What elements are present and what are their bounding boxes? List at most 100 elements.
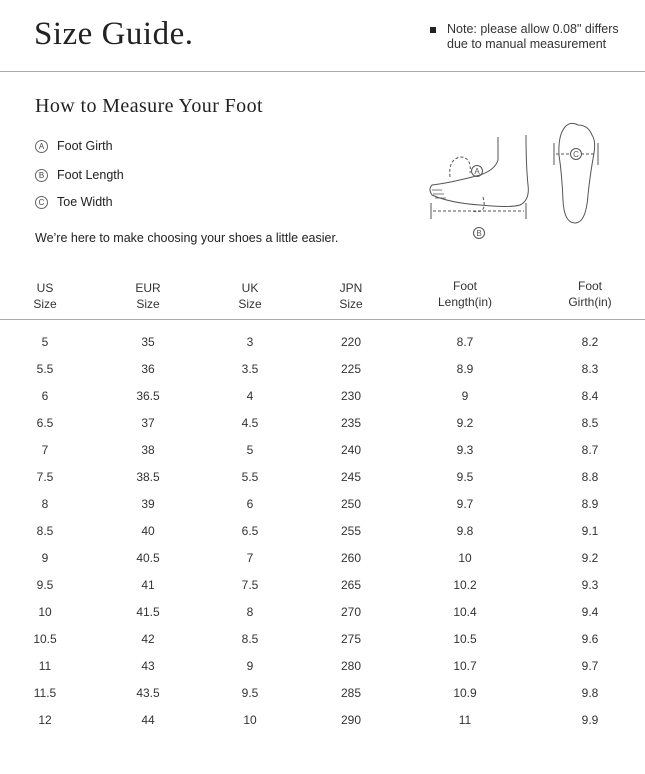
measurement-note: Note: please allow 0.08" differs due to …: [430, 22, 627, 52]
page-title: Size Guide.: [34, 16, 194, 52]
table-cell: 11: [458, 713, 472, 727]
marker-a: A: [474, 167, 480, 176]
table-cell: 240: [340, 443, 362, 457]
table-cell: 8.5: [36, 524, 54, 538]
table-cell: 43: [141, 659, 155, 673]
table-cell: 9.3: [456, 443, 474, 457]
table-cell: 37: [141, 416, 155, 430]
table-cell: 8.5: [581, 416, 599, 430]
table-cell: 235: [340, 416, 362, 430]
header-line: Size: [238, 297, 262, 311]
table-cell: 9: [461, 389, 469, 403]
table-cell: 9.7: [456, 497, 474, 511]
header-line: Girth(in): [568, 295, 612, 309]
column-header: Foot Girth(in): [545, 278, 635, 310]
table-cell: 9.4: [581, 605, 599, 619]
table-cell: 10.5: [453, 632, 477, 646]
table-cell: 7.5: [241, 578, 259, 592]
column-header: JPN Size: [306, 280, 396, 312]
side-foot-outline: [429, 134, 529, 207]
table-cell: 8: [41, 497, 49, 511]
table-cell: 9.8: [456, 524, 474, 538]
table-cell: 290: [340, 713, 362, 727]
table-cell: 10: [38, 605, 52, 619]
table-cell: 4: [246, 389, 254, 403]
table-cell: 9.9: [581, 713, 599, 727]
table-cell: 225: [340, 362, 362, 376]
header-line: UK: [241, 281, 259, 295]
table-header-divider: [0, 319, 645, 320]
table-cell: 6: [41, 389, 49, 403]
table-cell: 9.5: [241, 686, 259, 700]
table-cell: 40: [141, 524, 155, 538]
column-header: EUR Size: [103, 280, 193, 312]
table-cell: 36.5: [136, 389, 160, 403]
measure-label: Foot Girth: [57, 139, 113, 153]
table-cell: 9.5: [36, 578, 54, 592]
table-cell: 10.9: [453, 686, 477, 700]
table-cell: 44: [141, 713, 155, 727]
table-cell: 3: [246, 335, 254, 349]
table-cell: 10.2: [453, 578, 477, 592]
table-cell: 10: [243, 713, 257, 727]
table-cell: 9.5: [456, 470, 474, 484]
table-cell: 12: [38, 713, 52, 727]
table-cell: 220: [340, 335, 362, 349]
table-cell: 11: [38, 659, 52, 673]
table-cell: 9: [246, 659, 254, 673]
measure-item-length: B Foot Length: [35, 168, 124, 182]
bullet-icon: [430, 27, 436, 33]
table-cell: 7.5: [36, 470, 54, 484]
table-cell: 8.3: [581, 362, 599, 376]
marker-c: C: [35, 195, 48, 209]
table-cell: 9.8: [581, 686, 599, 700]
foot-diagram: A B C: [429, 122, 599, 239]
header-line: Length(in): [437, 295, 493, 309]
table-cell: 5.5: [36, 362, 54, 376]
table-cell: 9.1: [581, 524, 599, 538]
girth-dash: [449, 156, 471, 178]
header-line: Size: [136, 297, 160, 311]
measure-label: Toe Width: [57, 195, 113, 209]
table-cell: 8.9: [581, 497, 599, 511]
table-cell: 8.7: [581, 443, 599, 457]
table-cell: 40.5: [136, 551, 160, 565]
table-cell: 8.5: [241, 632, 259, 646]
header-line: Size: [33, 297, 57, 311]
divider: [0, 71, 645, 72]
marker-c: C: [573, 150, 579, 159]
table-cell: 36: [141, 362, 155, 376]
table-cell: 8.4: [581, 389, 599, 403]
table-cell: 280: [340, 659, 362, 673]
table-cell: 39: [141, 497, 155, 511]
table-cell: 3.5: [241, 362, 259, 376]
table-cell: 270: [340, 605, 362, 619]
intro-text: We’re here to make choosing your shoes a…: [35, 231, 339, 245]
measure-item-girth: A Foot Girth: [35, 139, 113, 153]
marker-b: B: [35, 168, 48, 182]
table-cell: 7: [246, 551, 254, 565]
table-cell: 8.8: [581, 470, 599, 484]
header-line: US: [36, 281, 54, 295]
marker-a: A: [35, 139, 48, 153]
table-cell: 255: [340, 524, 362, 538]
table-cell: 42: [141, 632, 155, 646]
table-cell: 265: [340, 578, 362, 592]
column-header: UK Size: [205, 280, 295, 312]
table-cell: 5: [246, 443, 254, 457]
table-cell: 9: [41, 551, 49, 565]
measure-item-toe-width: C Toe Width: [35, 195, 113, 209]
table-cell: 10.7: [453, 659, 477, 673]
table-cell: 250: [340, 497, 362, 511]
table-cell: 230: [340, 389, 362, 403]
table-cell: 43.5: [136, 686, 160, 700]
header-line: Foot: [577, 279, 602, 293]
table-cell: 7: [41, 443, 49, 457]
section-title: How to Measure Your Foot: [35, 95, 263, 117]
table-cell: 10: [458, 551, 472, 565]
header-line: JPN: [339, 281, 363, 295]
sole-outline: [558, 122, 596, 224]
table-cell: 9.2: [456, 416, 474, 430]
table-cell: 6: [246, 497, 254, 511]
table-cell: 8.9: [456, 362, 474, 376]
